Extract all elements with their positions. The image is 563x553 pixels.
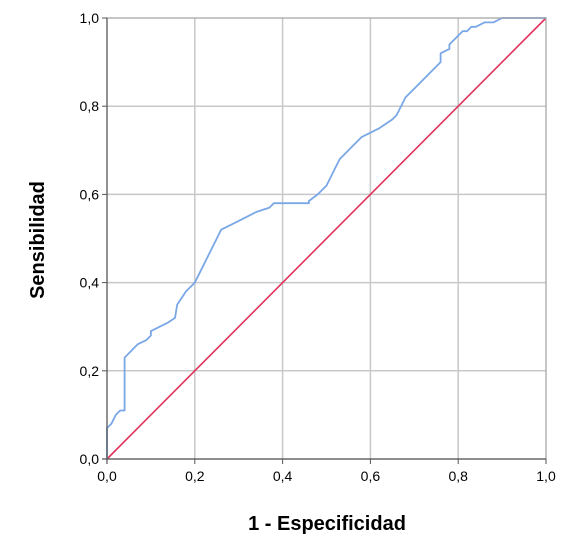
x-tick-label: 0,6: [361, 468, 381, 484]
y-tick-label: 0,8: [80, 98, 100, 114]
frame-layer: [102, 17, 547, 464]
y-tick-label: 1,0: [80, 10, 100, 26]
x-tick-label: 0,0: [97, 468, 117, 484]
series-layer: [106, 17, 547, 460]
x-tick-label: 1,0: [536, 468, 556, 484]
y-tick-label: 0,0: [80, 451, 100, 467]
x-axis-title: 1 - Especificidad: [248, 513, 406, 535]
y-axis-title: Sensibilidad: [27, 181, 49, 299]
roc-curve-line: [106, 17, 546, 459]
x-tick-label: 0,2: [185, 468, 205, 484]
reference-line: [106, 17, 547, 460]
grid-layer: [107, 18, 546, 459]
x-tick-label: 0,8: [448, 468, 468, 484]
y-tick-label: 0,6: [80, 186, 100, 202]
y-tick-label: 0,4: [80, 275, 100, 291]
x-tick-label: 0,4: [273, 468, 293, 484]
y-tick-label: 0,2: [80, 363, 100, 379]
tick-layer: 0,0 0,2 0,4 0,6 0,8 1,0 0,0 0,2 0,4 0,6 0,8 1,0: [80, 10, 556, 484]
